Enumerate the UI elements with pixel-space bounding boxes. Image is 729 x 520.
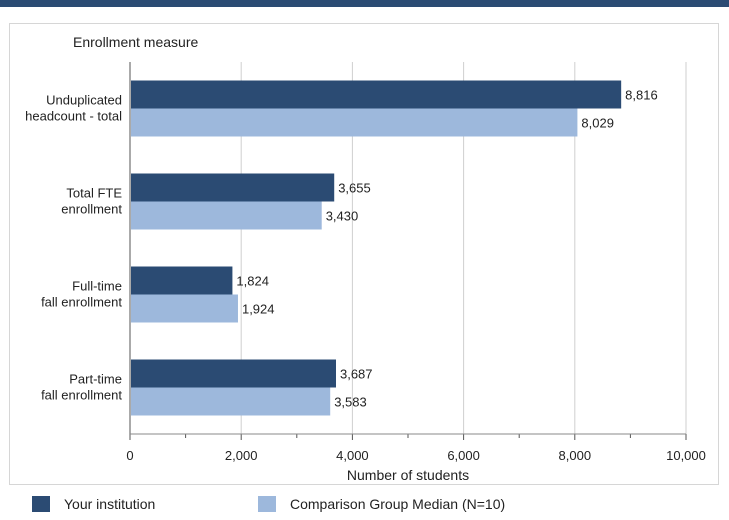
legend-item-your-institution: Your institution <box>32 496 155 512</box>
category-label-line: Part-time <box>69 372 122 387</box>
category-label-line: enrollment <box>61 202 122 217</box>
data-label-your-institution: 1,824 <box>236 274 269 289</box>
data-label-comparison: 8,029 <box>581 116 614 131</box>
category-label-line: fall enrollment <box>41 388 122 403</box>
data-label-comparison: 3,430 <box>326 209 359 224</box>
category-label: Total FTE enrollment <box>61 186 122 217</box>
x-tick-label: 2,000 <box>225 448 258 463</box>
legend: Your institution Comparison Group Median… <box>0 496 729 516</box>
x-tick-labels: 0 2,000 4,000 6,000 8,000 10,000 <box>126 448 706 463</box>
category-labels: Unduplicated headcount - total Total FTE en… <box>25 93 122 403</box>
bar-comparison <box>131 201 322 230</box>
bar-your-institution <box>131 80 622 109</box>
category-label-line: fall enrollment <box>41 295 122 310</box>
x-tick-label: 4,000 <box>336 448 369 463</box>
x-tick-label: 10,000 <box>666 448 706 463</box>
x-tick-label: 0 <box>126 448 133 463</box>
category-label: Unduplicated headcount - total <box>25 93 122 124</box>
data-label-your-institution: 3,687 <box>340 367 373 382</box>
x-axis-title: Number of students <box>347 467 469 483</box>
bar-your-institution <box>131 173 335 202</box>
category-label-line: Total FTE <box>66 186 122 201</box>
bar-your-institution <box>131 359 336 388</box>
legend-item-comparison: Comparison Group Median (N=10) <box>258 496 505 512</box>
data-labels: 8,816 8,029 3,655 3,430 1,824 1,924 3,687 3,583 <box>236 88 657 410</box>
category-label-line: headcount - total <box>25 109 122 124</box>
header-bar <box>0 0 729 7</box>
category-label: Part-time fall enrollment <box>41 372 122 403</box>
category-label-line: Unduplicated <box>46 93 122 108</box>
bar-comparison <box>131 387 331 416</box>
data-label-your-institution: 3,655 <box>338 181 371 196</box>
bar-comparison <box>131 108 578 137</box>
category-label-line: Full-time <box>72 279 122 294</box>
bar-comparison <box>131 294 238 323</box>
legend-swatch-your-institution <box>32 496 50 512</box>
data-label-comparison: 3,583 <box>334 395 367 410</box>
category-label: Full-time fall enrollment <box>41 279 122 310</box>
data-label-comparison: 1,924 <box>242 302 275 317</box>
bars <box>131 80 622 416</box>
y-axis-title: Enrollment measure <box>73 34 198 50</box>
legend-label-your-institution: Your institution <box>64 496 156 512</box>
bar-your-institution <box>131 266 233 295</box>
x-tick-label: 6,000 <box>447 448 480 463</box>
legend-swatch-comparison <box>258 496 276 512</box>
x-tick-label: 8,000 <box>559 448 592 463</box>
legend-label-comparison: Comparison Group Median (N=10) <box>290 496 506 512</box>
data-label-your-institution: 8,816 <box>625 88 658 103</box>
